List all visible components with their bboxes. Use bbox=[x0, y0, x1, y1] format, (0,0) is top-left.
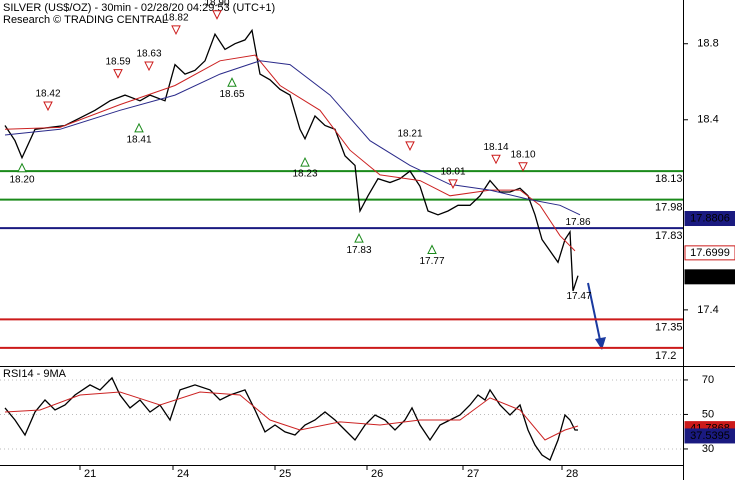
high-marker bbox=[171, 25, 181, 36]
low-label: 18.23 bbox=[292, 169, 317, 180]
forecast-arrow bbox=[587, 282, 606, 350]
high-label: 18.59 bbox=[105, 56, 130, 67]
price-box-label: 17.5738 bbox=[690, 271, 730, 283]
low-label: 18.41 bbox=[126, 135, 151, 146]
price-box bbox=[684, 245, 735, 261]
high-marker bbox=[491, 154, 501, 165]
level-label: 17.83 bbox=[655, 230, 683, 242]
high-label: 18.63 bbox=[136, 49, 161, 60]
high-marker bbox=[43, 101, 53, 112]
series-line bbox=[4, 54, 576, 252]
x-tick-label: 21 bbox=[84, 468, 96, 480]
y-tick-label: 18.8 bbox=[697, 38, 718, 50]
high-marker bbox=[518, 162, 528, 172]
level-label: 17.98 bbox=[655, 202, 683, 214]
series-line bbox=[4, 376, 578, 461]
chart-subtitle: Research © TRADING CENTRAL bbox=[3, 14, 168, 26]
high-label: 18.42 bbox=[35, 89, 60, 100]
level-label: 18.13 bbox=[655, 173, 683, 185]
y-tick-label: 17.4 bbox=[697, 304, 718, 316]
x-tick-label: 25 bbox=[279, 468, 291, 480]
y-tick-label: 50 bbox=[702, 408, 714, 420]
high-label: 18.82 bbox=[163, 13, 188, 24]
high-label: 18.01 bbox=[440, 167, 465, 178]
series-line bbox=[4, 60, 581, 216]
price-box-label: 37.5395 bbox=[690, 430, 730, 442]
low-label: 17.83 bbox=[346, 245, 371, 256]
low-marker bbox=[17, 162, 27, 173]
chart-title: SILVER (US$/OZ) - 30min - 02/28/20 04:29… bbox=[3, 2, 275, 14]
high-marker bbox=[144, 61, 154, 72]
y-tick-label: 30 bbox=[702, 443, 714, 455]
low-marker bbox=[427, 244, 437, 255]
x-tick-label: 24 bbox=[177, 468, 189, 480]
low-label: 17.77 bbox=[419, 256, 444, 267]
low-marker bbox=[134, 122, 144, 133]
target-label: 17.86 bbox=[565, 217, 590, 228]
price-box bbox=[684, 211, 735, 227]
low-marker bbox=[354, 233, 364, 243]
high-marker bbox=[448, 179, 458, 190]
high-marker bbox=[113, 69, 123, 79]
high-label: 18.10 bbox=[510, 149, 535, 160]
price-box-label: 17.8806 bbox=[690, 212, 730, 224]
price-box bbox=[684, 269, 735, 285]
series-line bbox=[4, 391, 579, 441]
low-label: 18.65 bbox=[219, 89, 244, 100]
level-label: 17.2 bbox=[655, 350, 676, 362]
target-label: 17.47 bbox=[566, 291, 591, 302]
low-marker bbox=[227, 77, 237, 87]
high-label: 18.21 bbox=[397, 129, 422, 140]
low-marker bbox=[300, 156, 310, 167]
price-box bbox=[684, 428, 735, 444]
y-tick-label: 18.4 bbox=[697, 114, 718, 126]
high-label: 18.90 bbox=[204, 0, 229, 8]
high-label: 18.14 bbox=[483, 142, 508, 153]
price-box-label: 17.6999 bbox=[690, 247, 730, 259]
high-marker bbox=[405, 141, 415, 152]
rsi-title: RSI14 - 9MA bbox=[3, 368, 67, 380]
x-tick-label: 27 bbox=[467, 468, 479, 480]
high-marker bbox=[212, 10, 222, 20]
x-tick-label: 28 bbox=[566, 468, 578, 480]
y-tick-label: 70 bbox=[702, 374, 714, 386]
x-tick-label: 26 bbox=[371, 468, 383, 480]
low-label: 18.20 bbox=[9, 174, 34, 185]
level-label: 17.35 bbox=[655, 321, 683, 333]
